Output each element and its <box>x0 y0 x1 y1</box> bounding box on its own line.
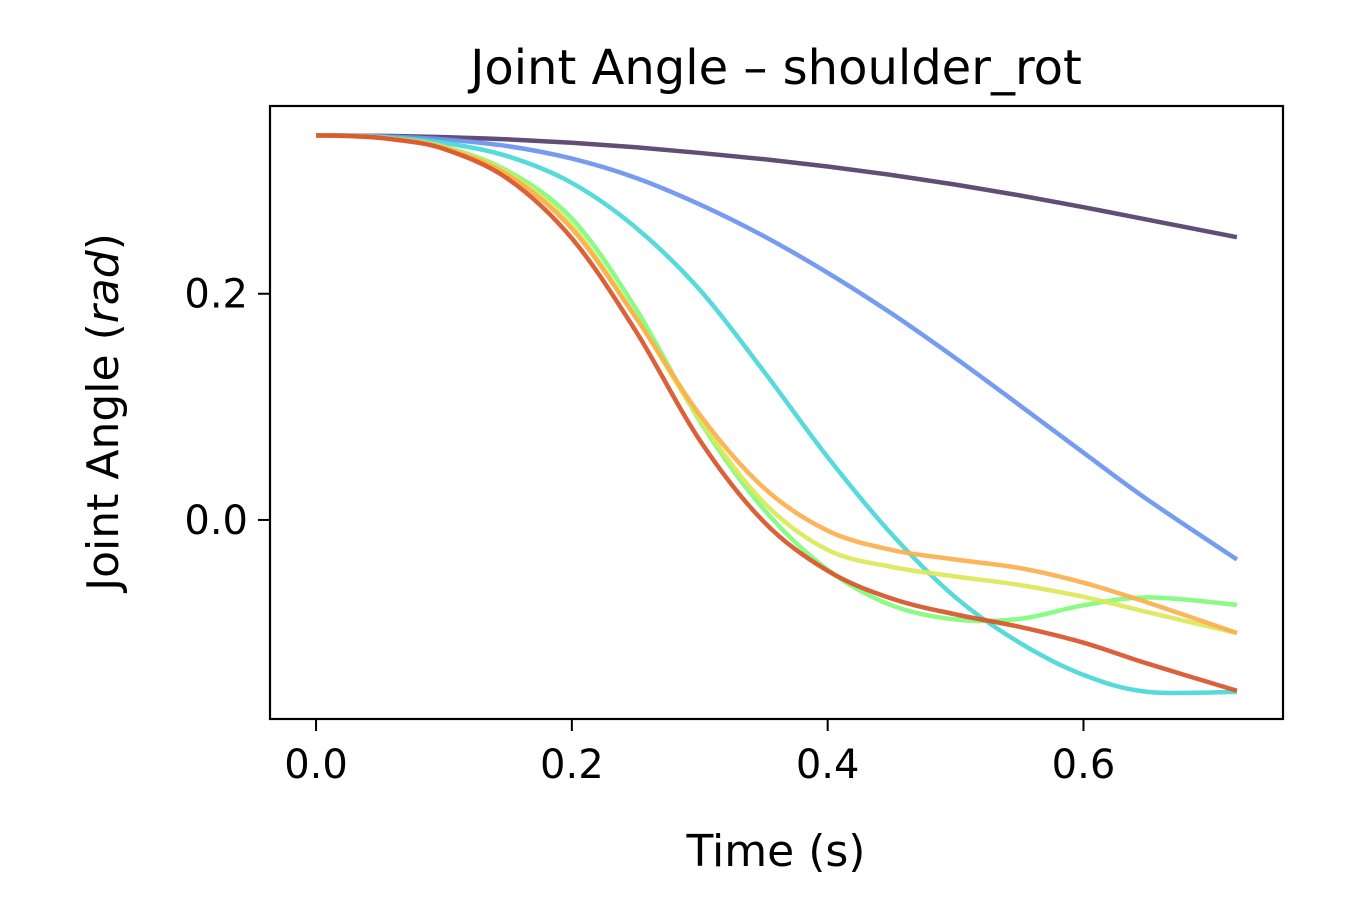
x-tick-label-1: 0.2 <box>540 742 604 788</box>
x-tick-label-0: 0.0 <box>284 742 348 788</box>
x-axis-label: Time (s) <box>686 826 866 877</box>
series-group <box>316 133 1239 696</box>
series-line-3 <box>316 133 1237 696</box>
y-axis: 0.0 0.2 <box>184 272 270 544</box>
y-tick-label-1: 0.2 <box>184 272 248 318</box>
series-line-7 <box>316 133 1238 693</box>
y-axis-label-main: Joint Angle ( <box>78 323 129 594</box>
y-tick-label-0: 0.0 <box>184 498 248 544</box>
x-axis: 0.0 0.2 0.4 0.6 <box>284 719 1115 788</box>
x-tick-label-3: 0.6 <box>1052 742 1116 788</box>
y-axis-label-unit: rad <box>78 249 129 323</box>
chart-title: Joint Angle – shoulder_rot <box>467 40 1082 96</box>
y-axis-label: Joint Angle (rad) <box>78 233 129 594</box>
plot-frame <box>268 104 1285 721</box>
x-tick-label-2: 0.4 <box>796 742 860 788</box>
series-line-2 <box>316 133 1239 562</box>
y-axis-label-close: ) <box>78 233 129 250</box>
